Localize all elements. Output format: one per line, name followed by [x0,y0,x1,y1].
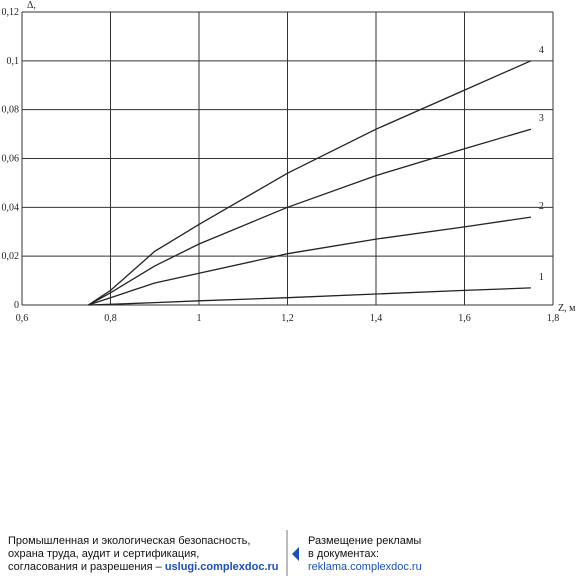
series-line [88,128,532,306]
footer-link[interactable]: uslugi.complexdoc.ru [165,561,279,573]
footer-text: согласования и разрешения – [8,561,163,573]
footer-text: Промышленная и экологическая безопасност… [8,535,250,547]
y-tick-label: 0,1 [7,56,20,67]
y-tick-label: 0,04 [2,202,20,213]
y-tick-label: 0,06 [2,154,20,165]
x-tick-label: 1,4 [370,313,383,324]
series-label: 2 [539,201,544,212]
y-tick-label: 0,02 [2,251,20,262]
x-tick-label: 1,8 [547,313,560,324]
footer: Промышленная и экологическая безопасност… [8,530,422,576]
y-axis-label: Δ, [27,0,36,11]
x-tick-label: 1,6 [458,313,471,324]
x-tick-label: 0,6 [16,313,29,324]
series-label: 4 [539,45,544,56]
x-tick-label: 1,2 [281,313,294,324]
series-line [88,287,531,306]
x-axis-label: Z, м [558,303,576,314]
series-line [88,60,532,306]
arrow-icon [292,547,299,561]
series-label: 3 [539,113,544,124]
series-label: 1 [539,272,544,283]
y-tick-label: 0,08 [2,105,20,116]
footer-text: Размещение рекламы [308,535,421,547]
y-tick-label: 0,12 [2,7,20,18]
x-tick-label: 1 [197,313,202,324]
series-line [88,216,531,306]
footer-text: охрана труда, аудит и сертификация, [8,548,199,560]
x-tick-label: 0,8 [104,313,117,324]
y-tick-label: 0 [14,300,19,311]
footer-text: согласования и разрешения – uslugi.compl… [8,561,279,573]
footer-text: в документах: [308,548,379,560]
footer-link[interactable]: reklama.complexdoc.ru [308,561,422,573]
